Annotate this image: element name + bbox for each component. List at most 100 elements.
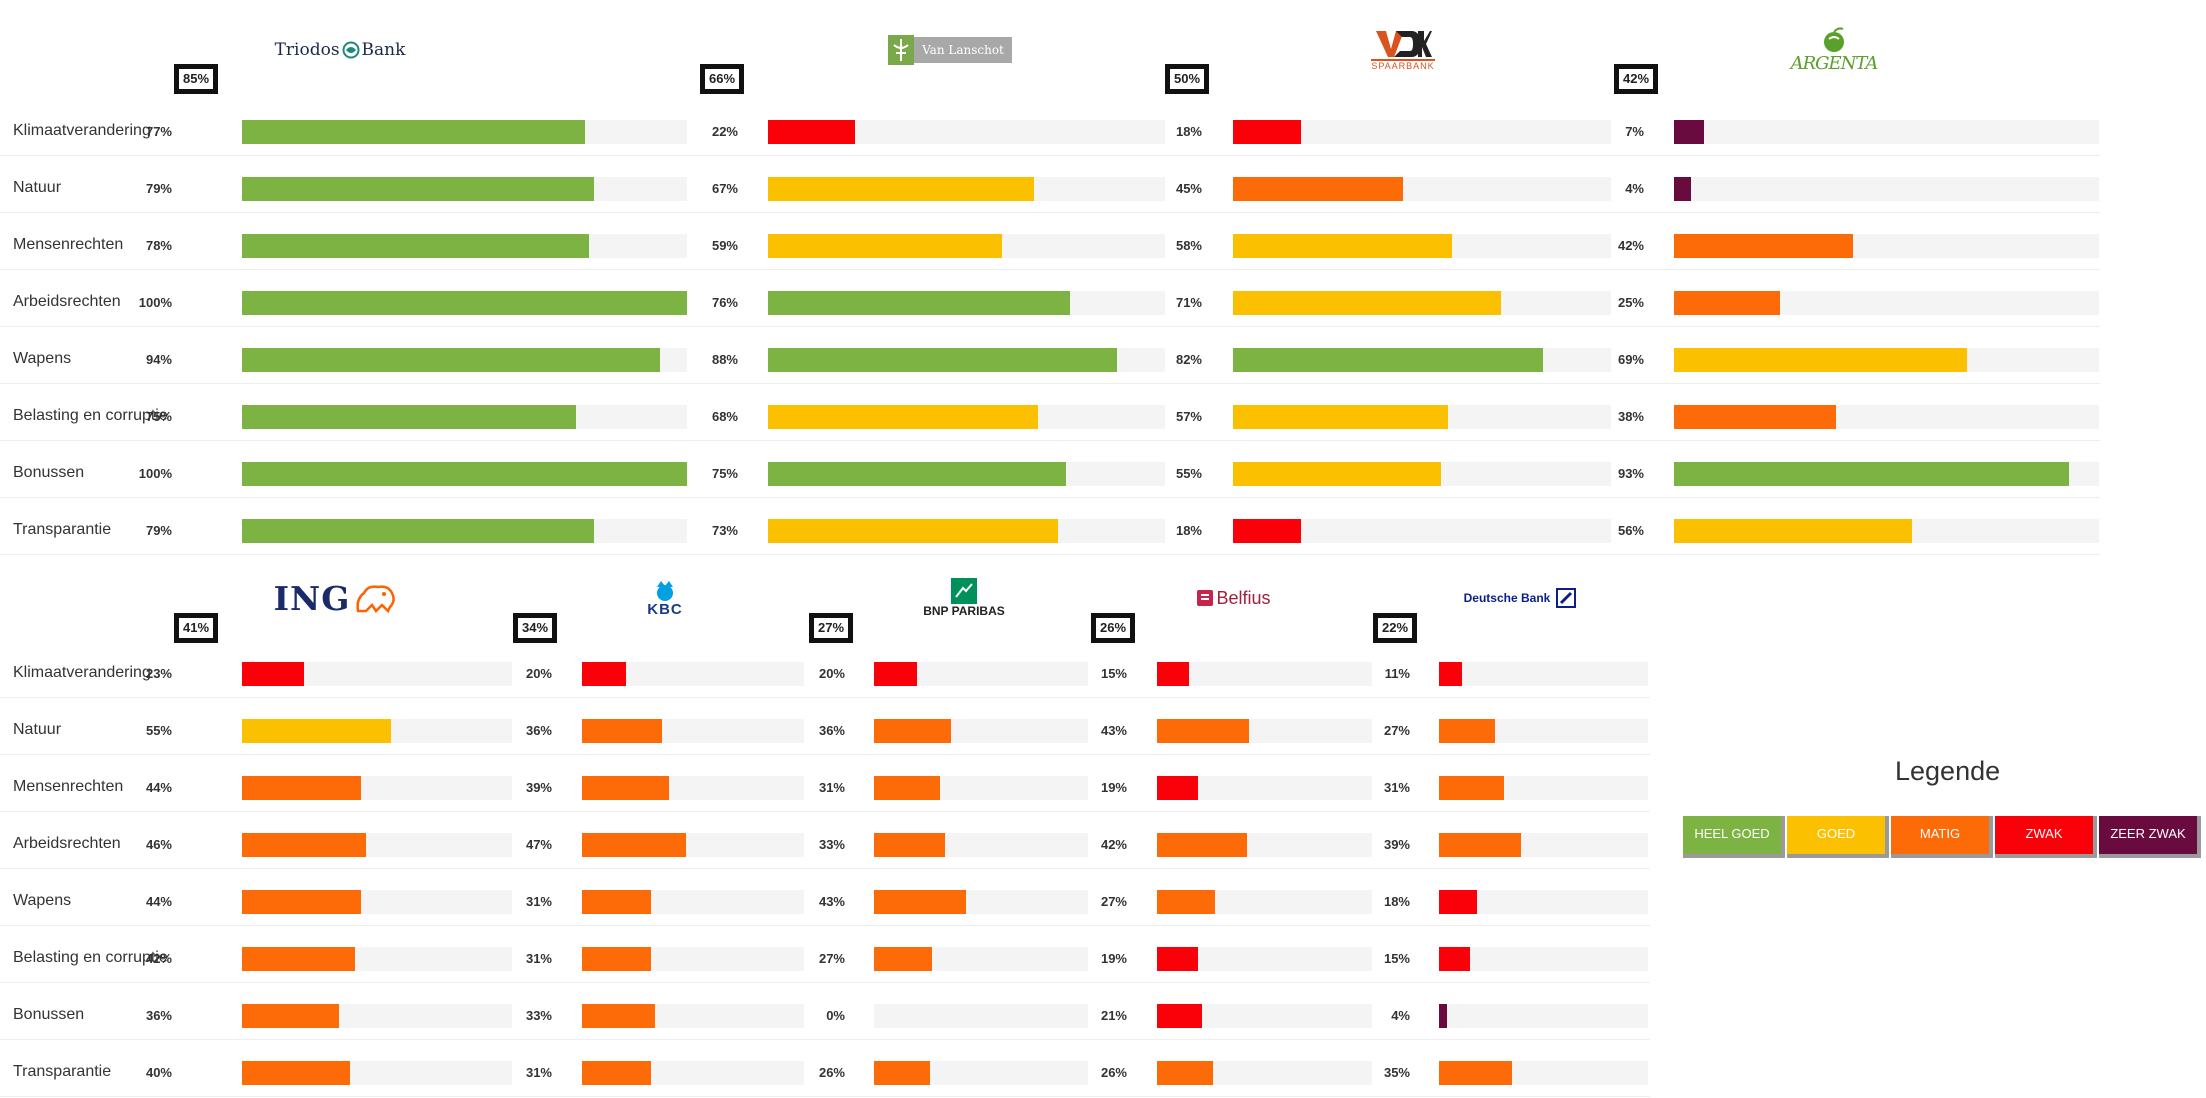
belfius-overall-score: 26% <box>1091 613 1135 643</box>
spaarbank-bar-mensenrechten <box>1233 234 1452 258</box>
legend-item-heel-goed: HEEL GOED <box>1683 816 1785 858</box>
triodos-bank-value-label: 78% <box>145 238 172 253</box>
van-lanschot-value-label: 59% <box>711 238 738 253</box>
van-lanschot-value-label: 73% <box>711 523 738 538</box>
van-lanschot-bar-belasting-en-corruptie <box>768 405 1038 429</box>
row-label-klimaatverandering: Klimaatverandering <box>13 122 151 139</box>
argenta-value-label: 38% <box>1617 409 1644 424</box>
bnp-paribas-bar-wapens <box>874 890 966 914</box>
bnp-paribas-bar-belasting-en-corruptie <box>874 947 932 971</box>
kbc-value-label: 31% <box>525 894 552 909</box>
deutsche-bank-bar-bonussen <box>1439 1004 1447 1028</box>
row-label-mensenrechten: Mensenrechten <box>13 778 124 795</box>
belfius-value-label: 42% <box>1100 837 1127 852</box>
row-divider <box>0 554 2100 555</box>
belfius-value-label: 19% <box>1100 951 1127 966</box>
ing-bar-belasting-en-corruptie <box>242 947 355 971</box>
bnp-paribas-value-label: 33% <box>818 837 845 852</box>
kbc-bar-belasting-en-corruptie <box>582 947 651 971</box>
kbc-value-label: 39% <box>525 780 552 795</box>
deutsche-bank-bar-mensenrechten <box>1439 776 1504 800</box>
deutsche-bank-bar-track <box>1439 1004 1648 1028</box>
kbc-overall-score: 34% <box>513 613 557 643</box>
deutsche-bank-overall-score: 22% <box>1373 613 1417 643</box>
belfius-bar-mensenrechten <box>1157 776 1198 800</box>
belfius-logo-icon: Belfius <box>1124 576 1344 620</box>
row-divider <box>0 1039 1650 1040</box>
row-divider <box>0 155 2100 156</box>
row-divider <box>0 925 1650 926</box>
argenta-bar-track <box>1674 177 2099 201</box>
belfius-value-label: 26% <box>1100 1065 1127 1080</box>
deutsche-bank-bar-belasting-en-corruptie <box>1439 947 1470 971</box>
bnp-paribas-value-label: 0% <box>826 1008 845 1023</box>
deutsche-bank-bar-track <box>1439 662 1648 686</box>
bnp-paribas-value-label: 20% <box>818 666 845 681</box>
van-lanschot-bar-natuur <box>768 177 1034 201</box>
bnp-paribas-bar-transparantie <box>874 1061 930 1085</box>
ing-value-label: 40% <box>145 1065 172 1080</box>
row-divider <box>0 982 1650 983</box>
bnp-paribas-value-label: 31% <box>818 780 845 795</box>
spaarbank-bar-bonussen <box>1233 462 1441 486</box>
belfius-bar-bonussen <box>1157 1004 1202 1028</box>
van-lanschot-bar-bonussen <box>768 462 1066 486</box>
belfius-value-label: 19% <box>1100 780 1127 795</box>
kbc-value-label: 33% <box>525 1008 552 1023</box>
belfius-bar-belasting-en-corruptie <box>1157 947 1198 971</box>
argenta-bar-wapens <box>1674 348 1967 372</box>
argenta-value-label: 93% <box>1617 466 1644 481</box>
row-label-arbeidsrechten: Arbeidsrechten <box>13 293 121 310</box>
row-label-natuur: Natuur <box>13 179 62 196</box>
deutsche-bank-value-label: 18% <box>1383 894 1410 909</box>
van-lanschot-value-label: 88% <box>711 352 738 367</box>
ing-value-label: 44% <box>145 780 172 795</box>
triodos-bank-value-label: 75% <box>145 409 172 424</box>
row-label-natuur: Natuur <box>13 721 62 738</box>
deutsche-bank-value-label: 11% <box>1384 666 1410 681</box>
spaarbank-bar-wapens <box>1233 348 1543 372</box>
triodos-bank-bar-natuur <box>242 177 594 201</box>
spaarbank-value-label: 57% <box>1175 409 1202 424</box>
deutsche-bank-bar-natuur <box>1439 719 1495 743</box>
row-divider <box>0 811 1650 812</box>
spaarbank-value-label: 55% <box>1175 466 1202 481</box>
triodos-bank-value-label: 100% <box>138 295 172 310</box>
deutsche-bank-bar-wapens <box>1439 890 1477 914</box>
deutsche-bank-logo-icon: Deutsche Bank <box>1410 576 1630 620</box>
belfius-bar-wapens <box>1157 890 1215 914</box>
row-divider <box>0 868 1650 869</box>
row-label-bonussen: Bonussen <box>13 1006 85 1023</box>
triodos-bank-bar-mensenrechten <box>242 234 589 258</box>
spaarbank-value-label: 82% <box>1175 352 1202 367</box>
bnp-paribas-logo-icon: BNP PARIBAS <box>854 576 1074 620</box>
argenta-bar-transparantie <box>1674 519 1912 543</box>
spaarbank-bar-transparantie <box>1233 519 1301 543</box>
deutsche-bank-value-label: 39% <box>1383 837 1410 852</box>
van-lanschot-bar-klimaatverandering <box>768 120 855 144</box>
triodos-bank-bar-transparantie <box>242 519 594 543</box>
argenta-bar-track <box>1674 120 2099 144</box>
argenta-overall-score: 42% <box>1614 64 1658 94</box>
argenta-bar-belasting-en-corruptie <box>1674 405 1836 429</box>
triodos-bank-value-label: 79% <box>145 181 172 196</box>
spaarbank-bar-klimaatverandering <box>1233 120 1301 144</box>
kbc-bar-transparantie <box>582 1061 651 1085</box>
ing-value-label: 23% <box>145 666 172 681</box>
belfius-value-label: 21% <box>1100 1008 1127 1023</box>
row-label-belasting-en-corruptie: Belasting en corruptie <box>13 407 168 424</box>
van-lanschot-logo-icon: Van Lanschot <box>840 28 1060 72</box>
triodos-bank-bar-bonussen <box>242 462 687 486</box>
row-label-bonussen: Bonussen <box>13 464 85 481</box>
argenta-value-label: 7% <box>1625 124 1644 139</box>
argenta-value-label: 69% <box>1617 352 1644 367</box>
argenta-value-label: 56% <box>1617 523 1644 538</box>
ing-bar-mensenrechten <box>242 776 361 800</box>
legend-item-zwak: ZWAK <box>1995 816 2097 858</box>
kbc-bar-klimaatverandering <box>582 662 626 686</box>
triodos-bank-logo-icon: Triodos Bank <box>274 40 406 60</box>
triodos-bank-bar-belasting-en-corruptie <box>242 405 576 429</box>
ing-overall-score: 41% <box>174 613 218 643</box>
ing-value-label: 44% <box>145 894 172 909</box>
deutsche-bank-value-label: 4% <box>1391 1008 1410 1023</box>
